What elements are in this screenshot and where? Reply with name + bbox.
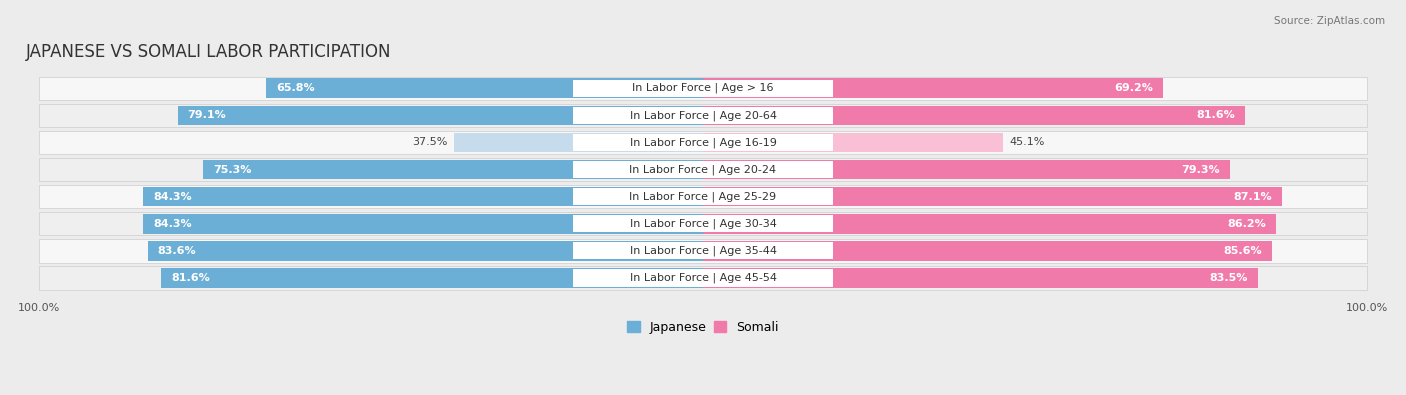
Text: 84.3%: 84.3% (153, 192, 191, 202)
Bar (703, 187, 1282, 207)
Text: In Labor Force | Age 16-19: In Labor Force | Age 16-19 (630, 137, 776, 148)
Text: In Labor Force | Age 35-44: In Labor Force | Age 35-44 (630, 246, 776, 256)
Text: 84.3%: 84.3% (153, 219, 191, 229)
Text: 87.1%: 87.1% (1233, 192, 1271, 202)
Text: 75.3%: 75.3% (212, 165, 252, 175)
Text: In Labor Force | Age 20-24: In Labor Force | Age 20-24 (630, 164, 776, 175)
Text: 85.6%: 85.6% (1223, 246, 1261, 256)
Bar (703, 78, 1163, 98)
Bar (574, 107, 832, 124)
Bar (177, 105, 703, 125)
Bar (703, 268, 1258, 288)
Bar (148, 241, 703, 261)
Bar (39, 131, 1367, 154)
Text: In Labor Force | Age 20-64: In Labor Force | Age 20-64 (630, 110, 776, 120)
Bar (574, 215, 832, 232)
Text: In Labor Force | Age 45-54: In Labor Force | Age 45-54 (630, 273, 776, 283)
Bar (39, 239, 1367, 263)
Bar (160, 268, 703, 288)
Bar (703, 105, 1246, 125)
Text: 45.1%: 45.1% (1010, 137, 1045, 147)
Bar (574, 161, 832, 178)
Bar (143, 187, 703, 207)
Bar (703, 160, 1230, 179)
Bar (39, 77, 1367, 100)
Bar (39, 158, 1367, 181)
Bar (39, 212, 1367, 235)
Text: Source: ZipAtlas.com: Source: ZipAtlas.com (1274, 16, 1385, 26)
Bar (703, 214, 1275, 233)
Text: 81.6%: 81.6% (172, 273, 209, 283)
Bar (574, 269, 832, 287)
Text: In Labor Force | Age 30-34: In Labor Force | Age 30-34 (630, 218, 776, 229)
Bar (574, 79, 832, 97)
Bar (703, 241, 1271, 261)
Text: 65.8%: 65.8% (276, 83, 315, 93)
Text: 83.5%: 83.5% (1209, 273, 1247, 283)
Bar (202, 160, 703, 179)
Legend: Japanese, Somali: Japanese, Somali (621, 316, 785, 339)
Bar (266, 78, 703, 98)
Text: 69.2%: 69.2% (1114, 83, 1153, 93)
Bar (574, 134, 832, 151)
Text: In Labor Force | Age > 16: In Labor Force | Age > 16 (633, 83, 773, 93)
Text: 37.5%: 37.5% (412, 137, 447, 147)
Text: 83.6%: 83.6% (157, 246, 197, 256)
Bar (574, 188, 832, 205)
Text: 81.6%: 81.6% (1197, 110, 1234, 120)
Text: JAPANESE VS SOMALI LABOR PARTICIPATION: JAPANESE VS SOMALI LABOR PARTICIPATION (25, 43, 391, 61)
Bar (39, 266, 1367, 290)
Text: 79.1%: 79.1% (187, 110, 226, 120)
Bar (454, 133, 703, 152)
Text: 79.3%: 79.3% (1181, 165, 1220, 175)
Bar (39, 185, 1367, 208)
Text: 86.2%: 86.2% (1227, 219, 1265, 229)
Bar (39, 103, 1367, 127)
Bar (703, 133, 1002, 152)
Bar (143, 214, 703, 233)
Text: In Labor Force | Age 25-29: In Labor Force | Age 25-29 (630, 192, 776, 202)
Bar (574, 242, 832, 260)
